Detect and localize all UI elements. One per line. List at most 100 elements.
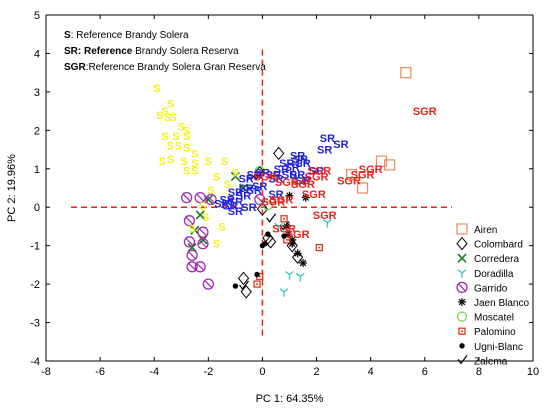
- annotation-label-sr: SR: [320, 133, 335, 145]
- point-colombard: [237, 271, 250, 286]
- annotation-label-sgr: SGR: [337, 175, 361, 187]
- point-garrido: [181, 191, 193, 204]
- annotation-label-s: S: [202, 212, 209, 224]
- point-jaen-blanco: [299, 258, 308, 267]
- annotation-legend-entry: SGR:Reference Brandy Solera Gran Reserva: [64, 62, 266, 73]
- annotation-legend-text: : Reference Brandy Solera: [71, 30, 189, 41]
- y-tick-label: -4: [30, 356, 40, 368]
- legend-marker-ugni-blanc: [459, 343, 465, 349]
- legend-entry-garrido: Garrido: [456, 281, 508, 294]
- series-zalema: [239, 171, 290, 291]
- annotation-label-s: S: [213, 171, 220, 183]
- annotation-label-s: S: [205, 156, 212, 168]
- point-garrido: [194, 191, 206, 204]
- annotation-legend-prefix: SGR: [64, 62, 86, 73]
- annotation-label-sgr: SGR: [269, 195, 293, 207]
- legend-label-doradilla: Doradilla: [474, 269, 514, 280]
- point-zalema: [239, 280, 249, 291]
- annotation-label-sgr: SGR: [351, 170, 375, 182]
- point-zalema: [252, 171, 263, 181]
- x-tick-label: 0: [259, 366, 265, 378]
- annotation-legend: S: Reference Brandy Solera SR: Reference …: [64, 30, 266, 73]
- point-garrido: [202, 278, 214, 290]
- point-garrido: [186, 261, 198, 273]
- point-palomino: [253, 280, 261, 288]
- point-corredera: [187, 243, 197, 253]
- annotation-label-sr: SR: [241, 202, 256, 214]
- series-garrido: [181, 191, 266, 290]
- point-palomino: [315, 243, 323, 252]
- y-tick-label: 4: [34, 48, 40, 60]
- point-palomino: [302, 176, 310, 184]
- annotation-label-sr: SR: [290, 150, 305, 162]
- annotation-label-sr: SR: [274, 164, 289, 176]
- annotation-label-s: S: [183, 143, 190, 155]
- annotation-legend-entry: S: Reference Brandy Solera: [64, 30, 189, 41]
- legend-entry-colombard: Colombard: [456, 236, 523, 251]
- annotation-label-sgr: SGR: [286, 229, 310, 241]
- point-doradilla: [279, 288, 289, 297]
- annotation-label-s: S: [159, 156, 166, 168]
- annotation-label-s: S: [191, 148, 198, 160]
- annotation-label-sr: SR: [295, 175, 310, 187]
- annotation-legend-text: Brandy Solera Reserva: [132, 46, 239, 57]
- point-ugni-blanc: [281, 233, 287, 239]
- point-zalema: [279, 221, 290, 231]
- legend-label-moscatel: Moscatel: [474, 313, 514, 324]
- point-garrido: [205, 193, 217, 206]
- legend-entry-ugni-blanc: Ugni-Blanc: [459, 342, 523, 353]
- y-axis-title: PC 2: 19.96%: [6, 154, 18, 222]
- legend-marker-doradilla: [457, 269, 467, 278]
- y-tick-label: 5: [34, 10, 40, 22]
- annotation-label-sr: SR: [228, 206, 243, 218]
- legend-entry-jaen-blanco: Jaen Blanco: [458, 298, 529, 309]
- annotation-label-sr: SR: [268, 189, 283, 201]
- annotation-label-sgr: SGR: [313, 210, 337, 222]
- annotation-label-sgr: SGR: [359, 164, 383, 176]
- annotation-label-sgr: SGR: [305, 171, 329, 183]
- annotation-label-sr: SR: [236, 191, 251, 203]
- annotation-label-s: S: [172, 131, 179, 143]
- annotation-label-sgr: SGR: [261, 196, 285, 208]
- annotation-group-sgr: SGRSGRSGRSGRSGRSGRSGRSGRSGRSGRSGRSGRSGRS…: [253, 106, 437, 241]
- point-jaen-blanco: [301, 193, 310, 202]
- point-garrido: [183, 236, 196, 248]
- annotation-label-s: S: [169, 112, 176, 124]
- point-doradilla: [295, 272, 305, 282]
- legend-label-ugni-blanc: Ugni-Blanc: [474, 342, 523, 353]
- x-tick-label: 8: [476, 366, 482, 378]
- point-colombard: [291, 250, 304, 264]
- annotation-label-sr: SR: [309, 166, 324, 178]
- legend-label-jaen-blanco: Jaen Blanco: [474, 298, 529, 309]
- annotation-label-s: S: [188, 223, 195, 235]
- y-tick-label: -3: [30, 318, 40, 330]
- reference-lines: [71, 49, 452, 338]
- point-palomino: [283, 236, 291, 244]
- annotation-label-sgr: SGR: [307, 166, 331, 178]
- x-tick-label: -4: [149, 366, 159, 378]
- point-garrido: [194, 261, 206, 273]
- point-corredera: [195, 210, 205, 220]
- point-colombard: [273, 146, 285, 161]
- point-colombard: [254, 165, 266, 180]
- annotation-label-sr: SR: [220, 195, 235, 207]
- annotation-label-s: S: [153, 83, 160, 95]
- annotation-label-sgr: SGR: [272, 223, 296, 235]
- legend-entry-palomino: Palomino: [458, 327, 516, 338]
- x-tick-label: 2: [313, 366, 319, 378]
- legend-entry-doradilla: Doradilla: [457, 269, 514, 280]
- annotation-legend-text: :Reference Brandy Solera Gran Reserva: [86, 62, 267, 73]
- series-airen: [346, 67, 412, 194]
- annotation-label-s: S: [207, 185, 214, 197]
- annotation-label-sr: SR: [247, 170, 262, 182]
- plot-frame: [45, 14, 534, 362]
- x-tick-label: 6: [422, 366, 428, 378]
- annotation-label-sgr: SGR: [291, 179, 315, 191]
- legend-entry-corredera: Corredera: [457, 253, 519, 265]
- annotation-label-s: S: [218, 221, 225, 233]
- annotation-label-sgr: SGR: [275, 177, 299, 189]
